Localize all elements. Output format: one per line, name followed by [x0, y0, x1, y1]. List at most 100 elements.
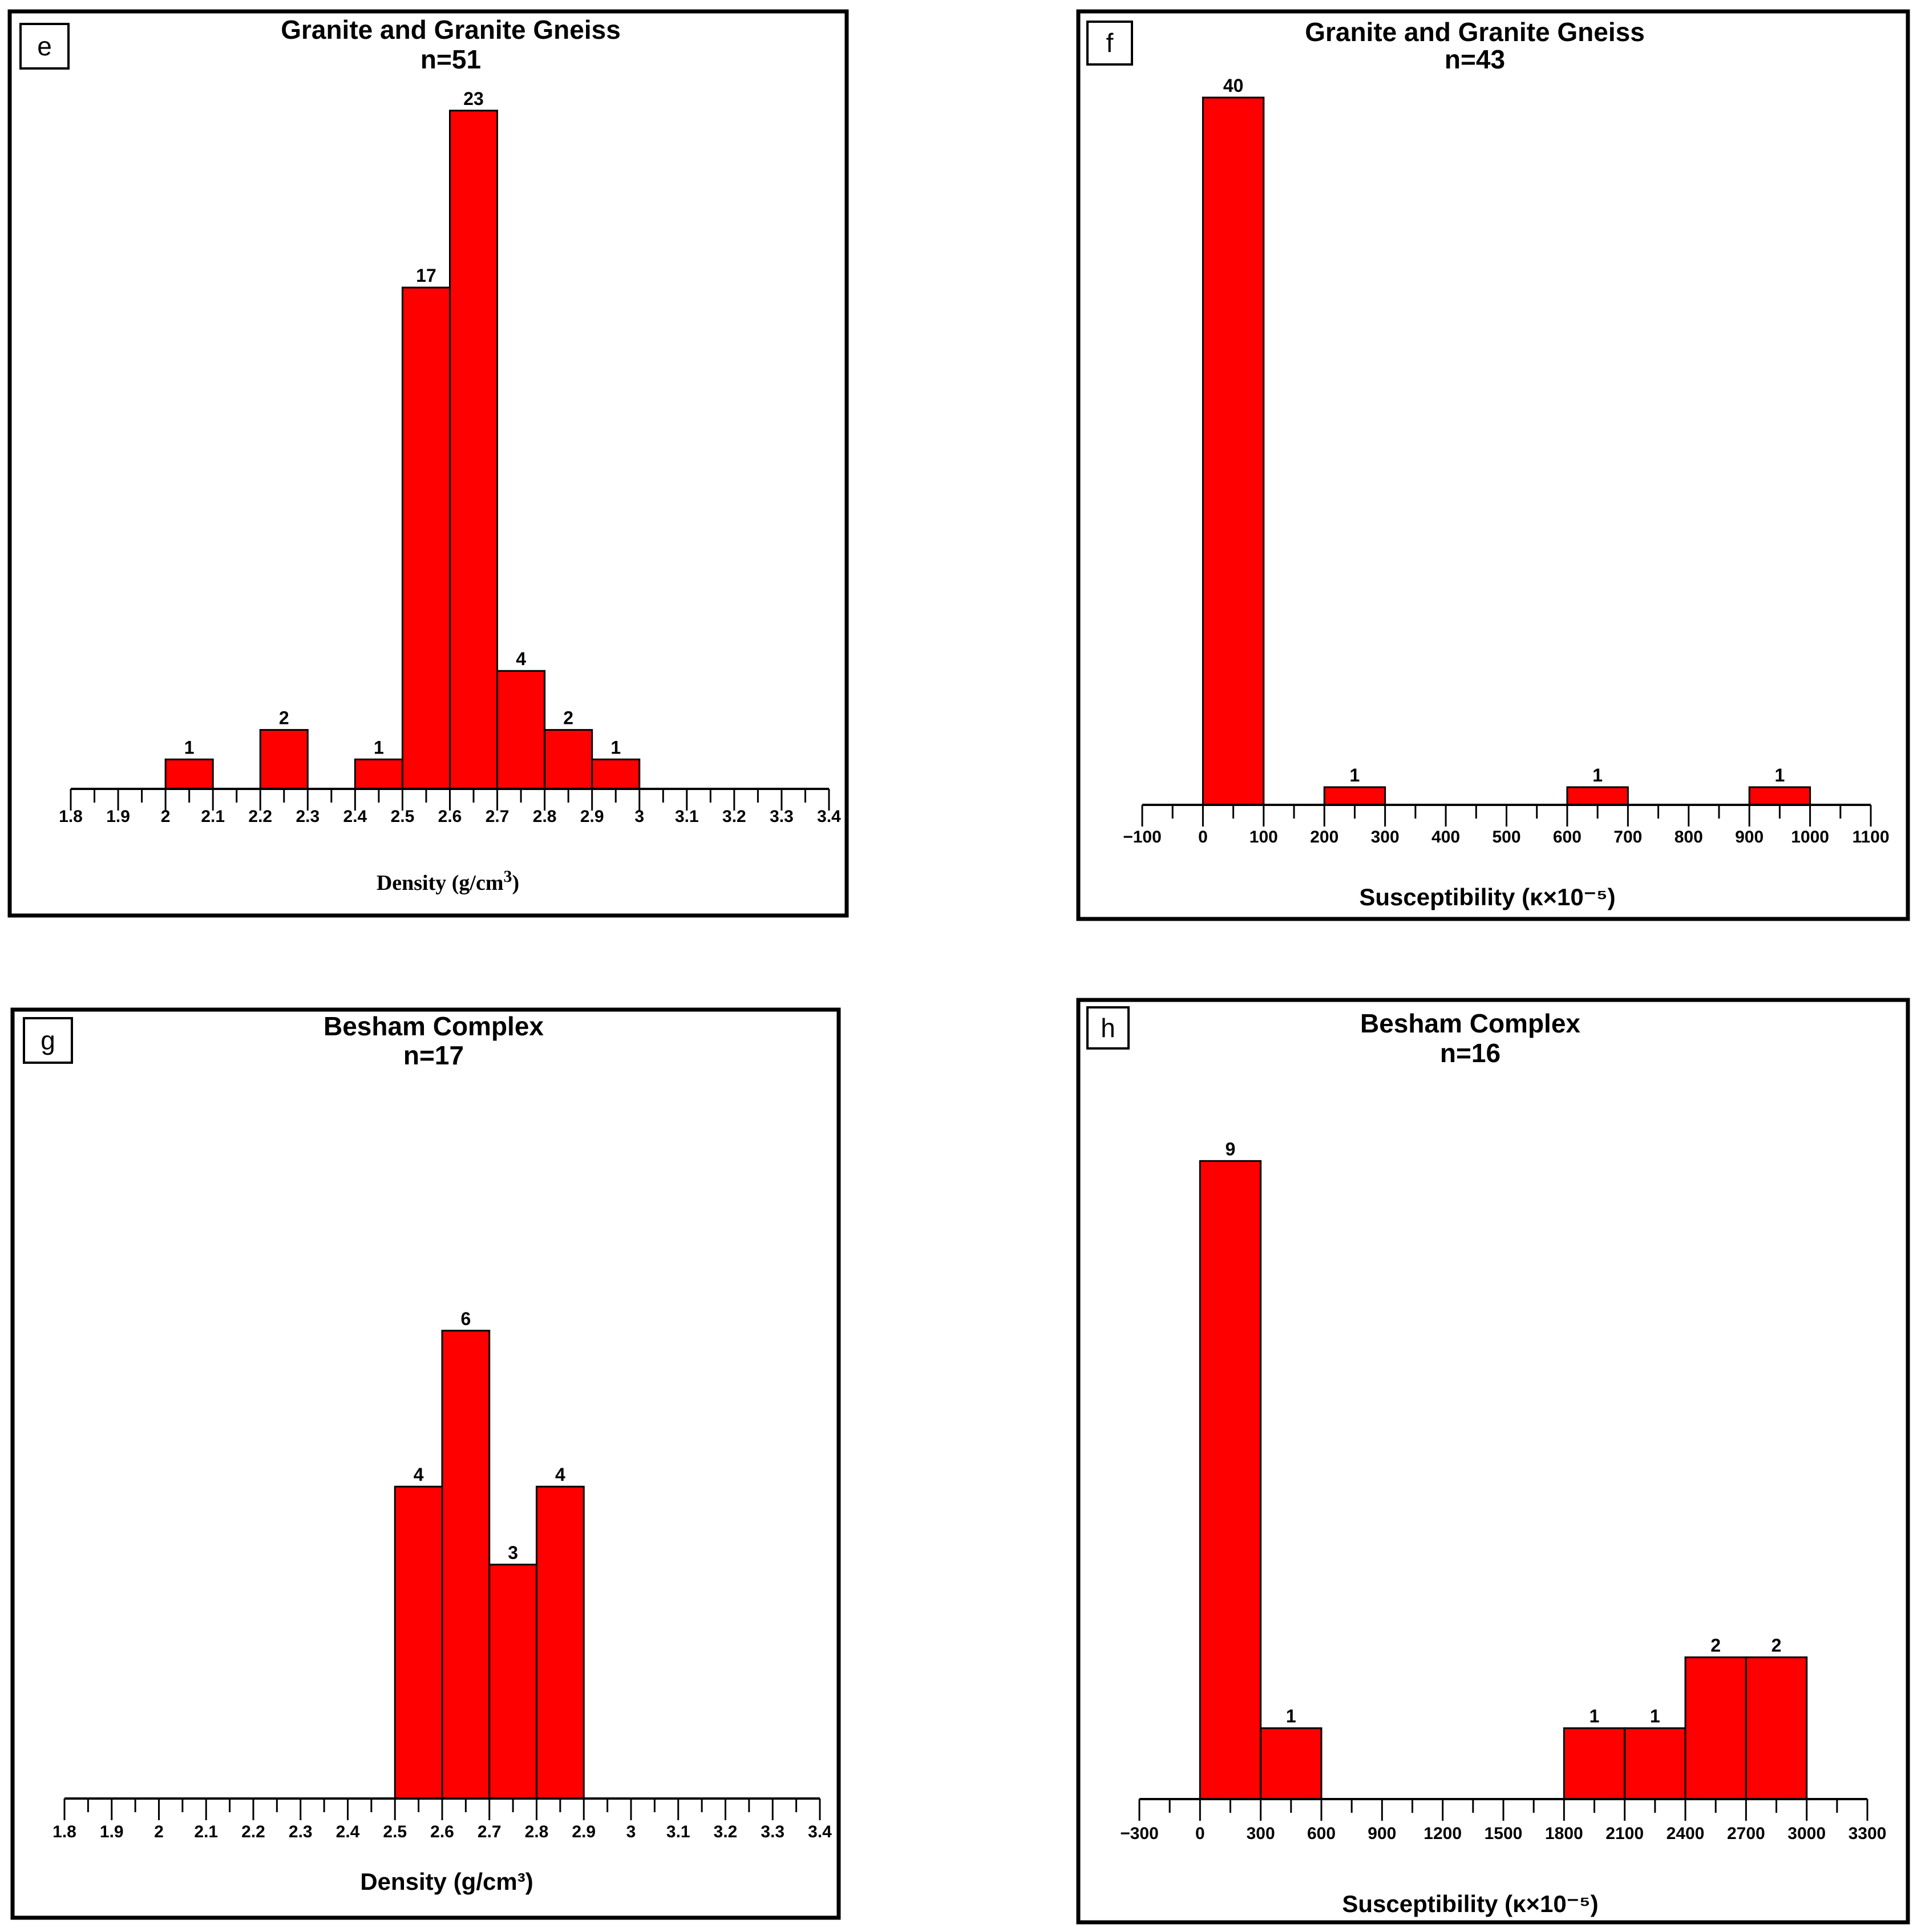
panel-g-tick-label: 3.1 [666, 1822, 690, 1841]
panel-h-tick-label: 3300 [1849, 1824, 1887, 1843]
panel-e-bar-label: 1 [184, 737, 195, 758]
panel-h-letter-box [1086, 1006, 1130, 1050]
panel-h-bar [1745, 1656, 1808, 1800]
panel-f-letter: f [1106, 28, 1114, 58]
panel-h-bar [1684, 1656, 1747, 1800]
panel-g-tick-label: 1.8 [52, 1822, 76, 1841]
panel-e-tick-label: 2.6 [438, 807, 462, 826]
panel-h-bar-label: 9 [1226, 1139, 1236, 1159]
panel-f-tick-label: −100 [1123, 828, 1162, 846]
panel-h-border [1076, 998, 1910, 1925]
panel-g-letter-box [23, 1017, 73, 1064]
panel-f-tick-label: 800 [1675, 828, 1703, 846]
panel-e-tick-label: 2.8 [533, 807, 557, 826]
panel-e-tick-label: 3.4 [817, 807, 841, 826]
panel-g-bar-label: 3 [508, 1542, 518, 1563]
panel-h-tick-label: 1800 [1545, 1824, 1583, 1843]
panel-f-tick-label: 600 [1553, 828, 1582, 846]
panel-f-bar-label: 40 [1223, 75, 1244, 96]
panel-h-tick-label: −300 [1120, 1824, 1159, 1843]
panel-g-tick-label: 3 [626, 1822, 636, 1841]
panel-g-tick-label: 2.3 [289, 1822, 313, 1841]
panel-e-bar-label: 1 [610, 737, 621, 758]
panel-e-bar [449, 110, 499, 790]
panel-g-subtitle: n=17 [403, 1040, 464, 1070]
panel-f-bar-label: 1 [1774, 765, 1785, 785]
panel-e-bar [259, 729, 309, 790]
panel-f-tick-label: 100 [1249, 828, 1278, 846]
panel-g-tick-label: 2.1 [194, 1822, 218, 1841]
panel-f-bar [1748, 786, 1811, 806]
panel-f-plot: 40 1 1 1 −100 0 100 200 300 400 500 600 700 800 900 100… [1123, 75, 1889, 846]
panel-f-letter-box [1086, 21, 1133, 66]
panel-h-bar-label: 2 [1772, 1635, 1782, 1655]
panel-h-plot: 9 1 1 1 2 2 −300 0 300 600 900 1200 1500 1800 2100 2400… [1120, 1139, 1886, 1843]
panel-f-bar [1566, 786, 1629, 806]
panel-g-bar [441, 1330, 491, 1800]
panel-e-tick-label: 2.5 [391, 807, 415, 826]
panel-g-tick-label: 2.8 [525, 1822, 549, 1841]
panel-g-tick-label: 2.7 [478, 1822, 502, 1841]
panel-e-x-axis-title-main: Density (g/cm [377, 871, 504, 895]
panel-h-bar [1199, 1160, 1262, 1800]
panel-h-tick-label: 1500 [1485, 1824, 1523, 1843]
panel-f-title: Granite and Granite Gneiss [1305, 17, 1645, 47]
panel-e-letter-box [19, 23, 70, 70]
panel-e: e Granite and Granite Gneiss n=51 1 2 1 17 2… [7, 9, 849, 918]
panel-h-bar [1260, 1727, 1323, 1800]
panel-h-tick-label: 3000 [1787, 1824, 1826, 1843]
panel-g-tick-label: 2 [154, 1822, 164, 1841]
panel-e-tick-label: 2 [161, 807, 171, 826]
panel-f-subtitle: n=43 [1445, 44, 1505, 74]
panel-e-bar-label: 2 [279, 708, 289, 728]
panel-h-tick-label: 1200 [1423, 1824, 1462, 1843]
panel-h-subtitle: n=16 [1440, 1038, 1501, 1068]
panel-e-x-axis-title-sup: 3 [504, 867, 512, 886]
panel-h-letter: h [1101, 1013, 1115, 1043]
panel-e-tick-label: 3.1 [675, 807, 699, 826]
panel-g-bar-label: 4 [555, 1464, 565, 1485]
panel-e-tick-label: 2.7 [486, 807, 509, 826]
panel-h-x-axis-title: Susceptibility (κ×10⁻⁵) [1342, 1890, 1598, 1917]
panel-h-tick-label: 0 [1195, 1824, 1205, 1843]
panel-g-tick-label: 2.5 [383, 1822, 407, 1841]
panel-e-bar-label: 4 [516, 649, 526, 669]
panel-f-bar-label: 1 [1592, 765, 1603, 785]
panel-f-tick-label: 1000 [1791, 828, 1829, 846]
panel-g-x-axis-title: Density (g/cm³) [360, 1868, 533, 1895]
panel-f-tick-label: 0 [1198, 828, 1208, 846]
panel-h-title: Besham Complex [1360, 1008, 1580, 1038]
panel-e-tick-label: 2.4 [343, 807, 367, 826]
panel-h-bar-label: 1 [1650, 1706, 1660, 1727]
panel-f-tick-label: 700 [1613, 828, 1642, 846]
panel-e-letter: e [37, 31, 52, 61]
panel-h-tick-label: 2100 [1605, 1824, 1644, 1843]
panel-e-bar-label: 23 [463, 88, 484, 109]
panel-h-tick-label: 2400 [1667, 1824, 1705, 1843]
panel-e-tick-label: 2.2 [248, 807, 272, 826]
panel-g-tick-label: 2.2 [241, 1822, 265, 1841]
panel-f: f Granite and Granite Gneiss n=43 40 1 1 1 −… [1076, 9, 1910, 921]
panel-g: g Besham Complex n=17 4 6 3 4 1.8 1.9 2 2.1 2.2 2… [10, 1007, 841, 1920]
panel-g-bar-label: 6 [460, 1309, 471, 1329]
panel-g-tick-label: 3.2 [714, 1822, 738, 1841]
panel-g-plot: 4 6 3 4 1.8 1.9 2 2.1 2.2 2.3 2.4 2.5 2.6 2.7 2.8 2.9 3 3… [52, 1309, 832, 1841]
panel-g-bar-label: 4 [414, 1464, 424, 1485]
panel-f-tick-label: 400 [1431, 828, 1460, 846]
panel-g-bar [536, 1485, 585, 1800]
panel-g-title: Besham Complex [323, 1011, 544, 1041]
panel-e-tick-label: 2.9 [580, 807, 604, 826]
panel-e-tick-label: 2.3 [296, 807, 320, 826]
panel-g-bar [394, 1485, 443, 1800]
panel-h-bar [1563, 1727, 1626, 1800]
panel-g-tick-label: 2.6 [430, 1822, 454, 1841]
panel-h-bar-label: 2 [1710, 1635, 1721, 1655]
panel-e-bar [354, 758, 403, 790]
panel-g-letter: g [41, 1026, 55, 1055]
panel-h-tick-label: 600 [1307, 1824, 1336, 1843]
panel-f-tick-label: 300 [1371, 828, 1400, 846]
panel-g-tick-label: 2.4 [336, 1822, 360, 1841]
panel-h-tick-label: 900 [1368, 1824, 1396, 1843]
panel-e-title: Granite and Granite Gneiss [281, 15, 621, 44]
